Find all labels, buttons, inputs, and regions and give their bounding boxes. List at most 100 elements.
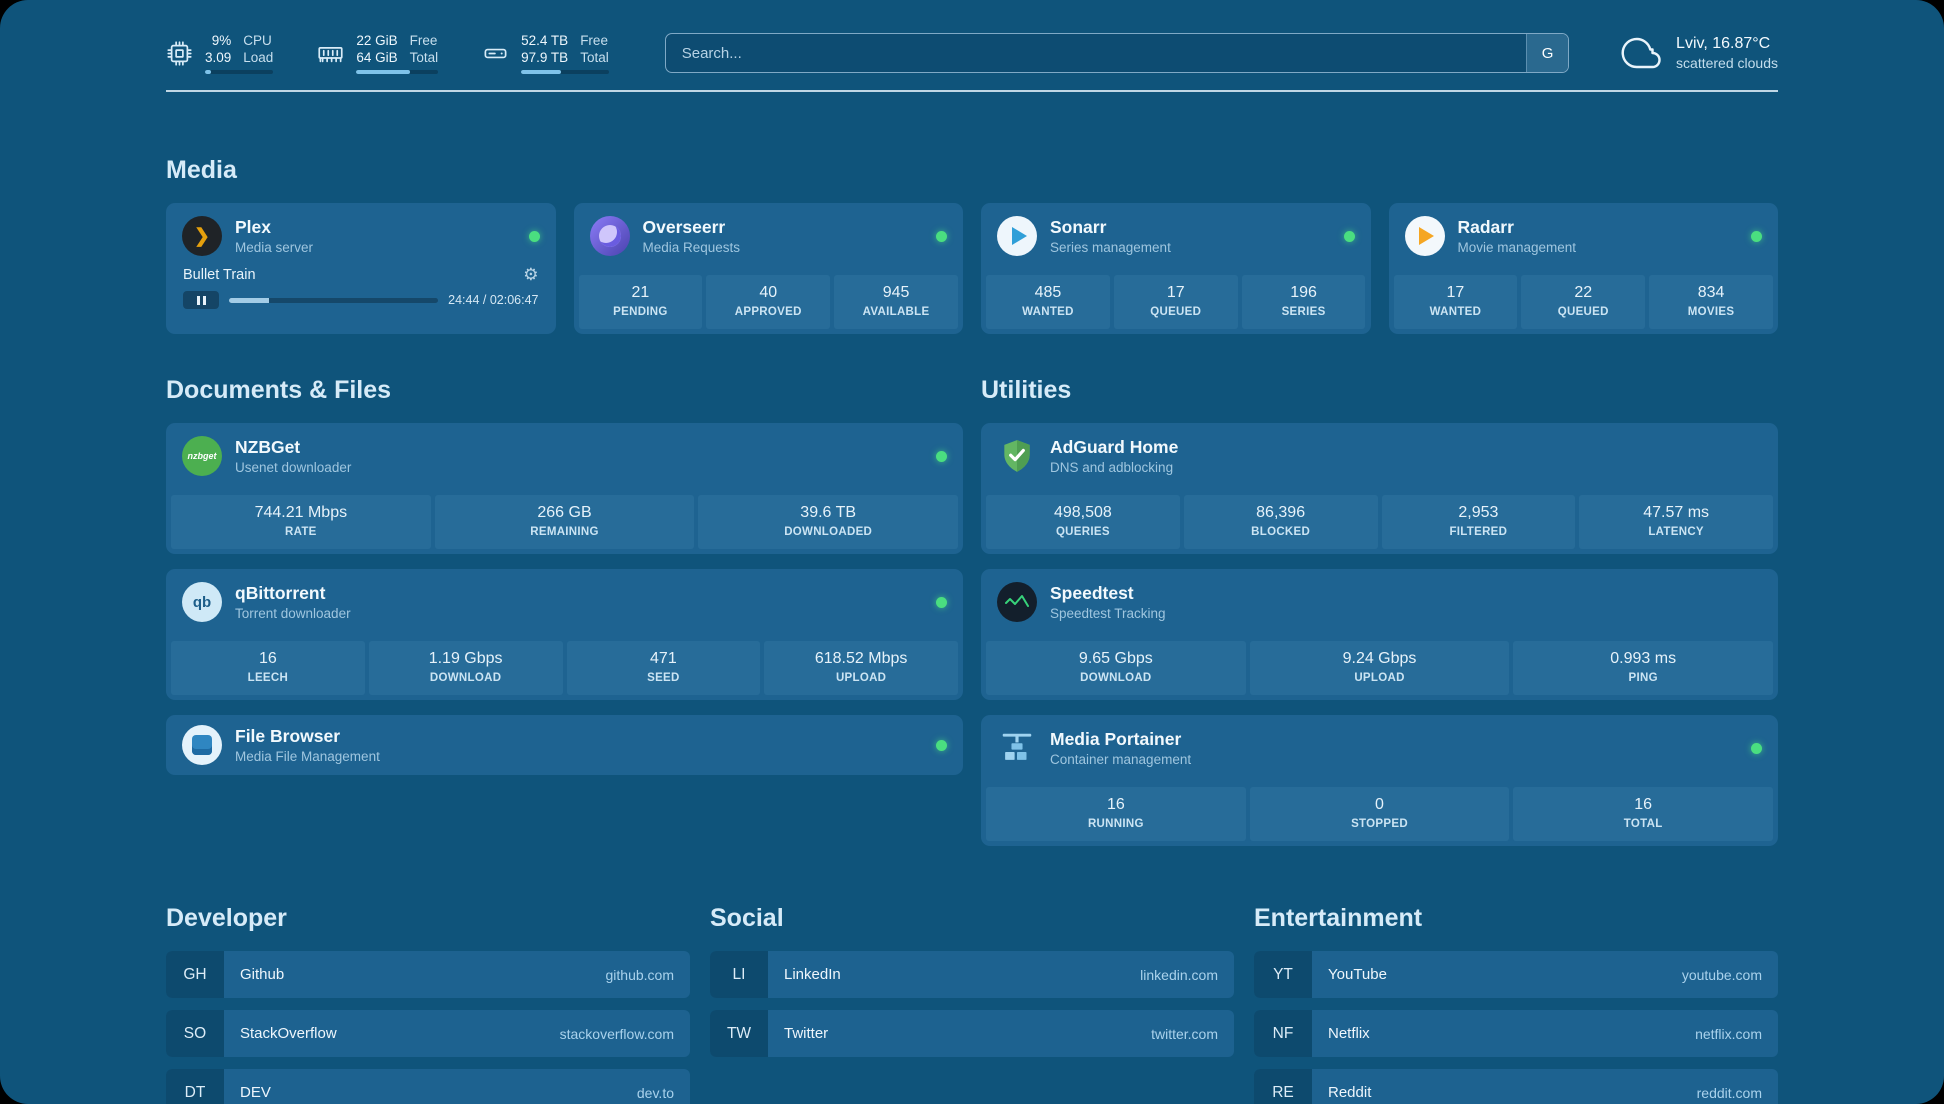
filebrowser-icon xyxy=(182,725,222,765)
service-card-overseerr[interactable]: Overseerr Media Requests 21 PENDING 40 APP… xyxy=(573,203,963,334)
bookmark-stackoverflow[interactable]: SO StackOverflow stackoverflow.com xyxy=(166,1010,690,1057)
service-card-portainer[interactable]: Media Portainer Container management 16 R… xyxy=(981,715,1778,846)
search-area: G xyxy=(664,33,1570,73)
bookmark-github[interactable]: GH Github github.com xyxy=(166,951,690,998)
service-name: Media Portainer xyxy=(1050,729,1182,749)
service-name: qBittorrent xyxy=(235,583,326,603)
service-card-nzbget[interactable]: nzbget NZBGet Usenet downloader 744.21 M… xyxy=(166,423,963,554)
bookmark-linkedin[interactable]: LI LinkedIn linkedin.com xyxy=(710,951,1234,998)
service-name: Radarr xyxy=(1457,217,1514,237)
stat-tile: 86,396 BLOCKED xyxy=(1183,495,1378,549)
stat-tile: 1.19 Gbps DOWNLOAD xyxy=(368,641,563,695)
stat-tile: 471 SEED xyxy=(566,641,761,695)
cpu-progressbar xyxy=(205,70,274,74)
section-title-media: Media xyxy=(166,156,237,184)
status-dot xyxy=(936,739,947,751)
adguard-icon xyxy=(997,436,1037,476)
weather-location: Lviv, 16.87°C xyxy=(1676,35,1771,52)
bookmark-url: linkedin.com xyxy=(1140,966,1218,983)
pause-button[interactable] xyxy=(183,291,219,309)
service-card-speedtest[interactable]: Speedtest Speedtest Tracking 9.65 Gbps DO… xyxy=(981,569,1778,700)
service-description: Movie management xyxy=(1457,240,1577,255)
stat-tile: 16 TOTAL xyxy=(1513,787,1774,841)
stat-tile: 47.57 ms LATENCY xyxy=(1579,495,1773,549)
disk-values: 52.4 TB 97.9 TB xyxy=(521,33,569,65)
status-dot xyxy=(1751,742,1762,754)
stat-tile: 618.52 Mbps UPLOAD xyxy=(764,641,958,695)
playback-progressbar xyxy=(229,297,439,303)
bookmark-name: Github xyxy=(240,966,285,983)
search-input[interactable] xyxy=(665,34,1527,72)
gear-icon[interactable]: ⚙ xyxy=(523,265,539,284)
bookmark-url: github.com xyxy=(605,966,674,983)
weather-widget: Lviv, 16.87°C scattered clouds xyxy=(1621,32,1778,74)
section-utilities: Utilities AdGuard Home xyxy=(981,376,1778,846)
bookmark-abbr: YT xyxy=(1254,951,1312,998)
bookmark-name: LinkedIn xyxy=(784,966,841,983)
topbar-divider xyxy=(166,90,1778,92)
bookmark-url: netflix.com xyxy=(1695,1025,1762,1042)
service-card-filebrowser[interactable]: File Browser Media File Management xyxy=(166,715,963,775)
bookmark-youtube[interactable]: YT YouTube youtube.com xyxy=(1254,951,1778,998)
section-title-utilities: Utilities xyxy=(981,376,1072,404)
memory-labels: Free Total xyxy=(409,33,439,65)
bookmark-name: YouTube xyxy=(1328,966,1387,983)
stat-tile: 39.6 TB DOWNLOADED xyxy=(698,495,959,549)
service-card-qbittorrent[interactable]: qb qBittorrent Torrent downloader 16 LEEC… xyxy=(166,569,963,700)
service-description: Usenet downloader xyxy=(235,460,352,475)
resource-widgets: 9% 3.09 CPU Load xyxy=(166,32,609,74)
service-card-plex[interactable]: ❯ Plex Media server Bullet Train ⚙ 24:44… xyxy=(166,203,556,334)
section-documents: Documents & Files nzbget NZBGet Usenet d… xyxy=(166,376,963,846)
service-description: Media File Management xyxy=(235,749,380,764)
bookmark-netflix[interactable]: NF Netflix netflix.com xyxy=(1254,1010,1778,1057)
bookmark-twitter[interactable]: TW Twitter twitter.com xyxy=(710,1010,1234,1057)
stat-tile: 9.24 Gbps UPLOAD xyxy=(1249,641,1510,695)
bookmark-abbr: SO xyxy=(166,1010,224,1057)
stat-tile: 9.65 Gbps DOWNLOAD xyxy=(986,641,1246,695)
bookmark-url: stackoverflow.com xyxy=(559,1025,674,1042)
service-card-adguard[interactable]: AdGuard Home DNS and adblocking 498,508 Q… xyxy=(981,423,1778,554)
bookmark-reddit[interactable]: RE Reddit reddit.com xyxy=(1254,1069,1778,1104)
bookmark-abbr: RE xyxy=(1254,1069,1312,1104)
service-description: Torrent downloader xyxy=(235,606,351,621)
portainer-icon xyxy=(997,728,1037,768)
service-name: File Browser xyxy=(235,726,341,746)
disk-labels: Free Total xyxy=(580,33,609,65)
memory-widget: 22 GiB 64 GiB Free Total xyxy=(317,32,439,74)
section-title-documents: Documents & Files xyxy=(166,376,392,404)
status-dot xyxy=(936,450,947,462)
bookmark-url: twitter.com xyxy=(1151,1025,1218,1042)
status-dot xyxy=(936,230,947,242)
section-title-social: Social xyxy=(710,904,784,932)
bookmark-group-social: Social LI LinkedIn linkedin.com TW Twitt… xyxy=(710,904,1234,1104)
cpu-labels: CPU Load xyxy=(243,33,274,65)
cpu-widget: 9% 3.09 CPU Load xyxy=(166,32,274,74)
service-description: Speedtest Tracking xyxy=(1050,606,1166,621)
service-description: DNS and adblocking xyxy=(1050,460,1174,475)
stat-tile: 40 APPROVED xyxy=(706,275,831,329)
sonarr-icon xyxy=(997,216,1037,256)
stat-tile: 21 PENDING xyxy=(578,275,703,329)
search-box: G xyxy=(664,33,1570,73)
stat-tile: 834 MOVIES xyxy=(1649,275,1773,329)
bookmark-dev[interactable]: DT DEV dev.to xyxy=(166,1069,690,1104)
service-description: Container management xyxy=(1050,752,1192,767)
qbittorrent-icon: qb xyxy=(182,582,222,622)
stat-tile: 17 QUEUED xyxy=(1113,275,1238,329)
stat-tile: 196 SERIES xyxy=(1241,275,1366,329)
stat-tile: 22 QUEUED xyxy=(1521,275,1646,329)
bookmark-url: youtube.com xyxy=(1681,966,1762,983)
cpu-values: 9% 3.09 xyxy=(205,33,232,65)
section-title-entertainment: Entertainment xyxy=(1254,904,1423,932)
service-card-radarr[interactable]: Radarr Movie management 17 WANTED 22 QUEUE… xyxy=(1388,203,1778,334)
stat-tile: 16 RUNNING xyxy=(986,787,1246,841)
bookmark-abbr: TW xyxy=(710,1010,768,1057)
stat-tile: 945 AVAILABLE xyxy=(834,275,958,329)
service-name: AdGuard Home xyxy=(1050,437,1179,457)
playback-time: 24:44 / 02:06:47 xyxy=(448,293,539,307)
search-provider-button[interactable]: G xyxy=(1526,34,1569,72)
stat-tile: 485 WANTED xyxy=(986,275,1110,329)
service-name: Plex xyxy=(235,217,271,237)
service-card-sonarr[interactable]: Sonarr Series management 485 WANTED 17 QUE… xyxy=(981,203,1371,334)
status-dot xyxy=(1751,230,1762,242)
